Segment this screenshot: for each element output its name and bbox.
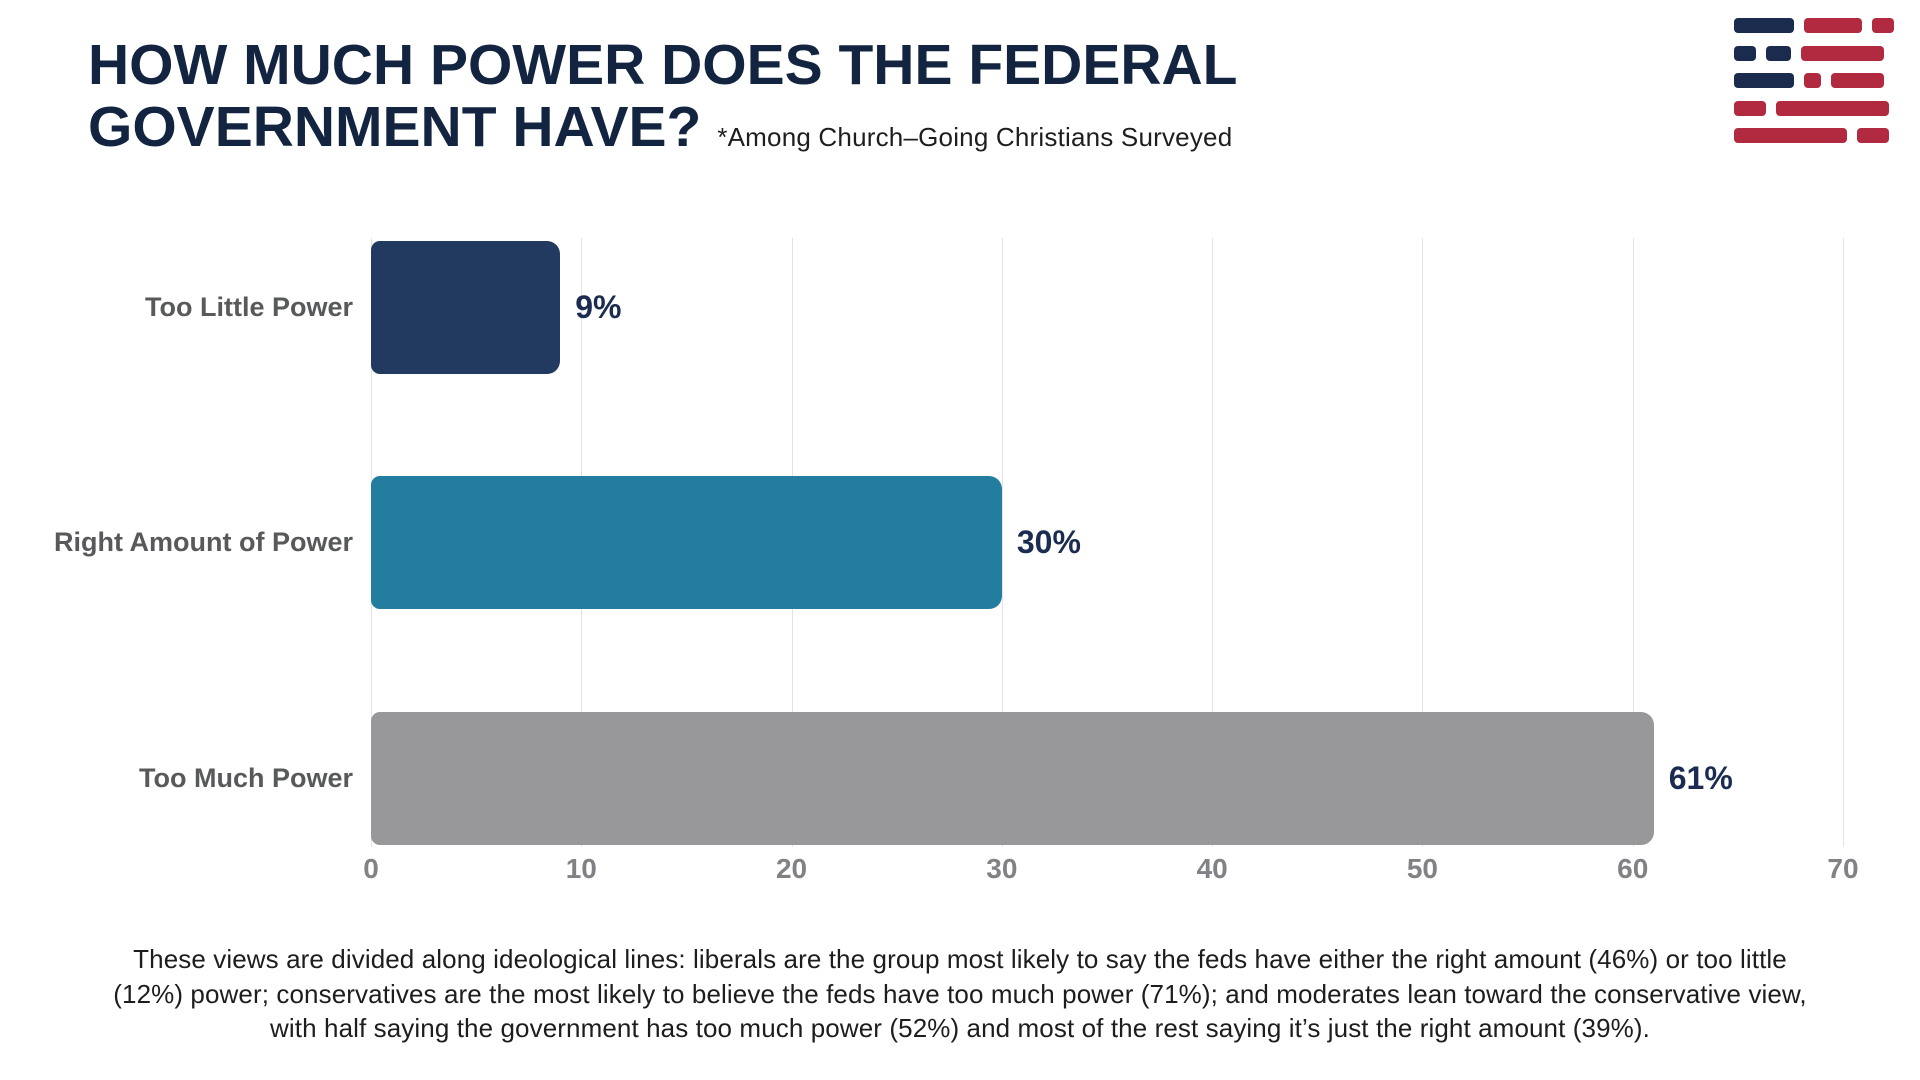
flag-row: [1734, 128, 1894, 143]
x-tick-label: 0: [363, 853, 379, 884]
flag-dash-icon: [1801, 45, 1884, 61]
bar-row: Too Much Power 61%: [139, 712, 1843, 845]
chart-subtitle: *Among Church–Going Christians Surveyed: [717, 122, 1233, 153]
flag-dash-icon: [1766, 45, 1791, 61]
flag-row: [1734, 18, 1894, 33]
flag-row: [1734, 73, 1894, 88]
category-label: Right Amount of Power: [54, 527, 353, 557]
flag-dash-icon: [1734, 100, 1766, 116]
x-tick-label: 40: [1196, 853, 1228, 884]
value-label: 61%: [1668, 760, 1733, 796]
header: HOW MUCH POWER DOES THE FEDERAL GOVERNME…: [88, 34, 1238, 158]
bar: [371, 712, 1654, 845]
footnote-text: These views are divided along ideologica…: [113, 944, 1807, 1044]
flag-dash-icon: [1734, 73, 1794, 88]
flag-row: [1734, 100, 1894, 116]
category-label: Too Much Power: [139, 763, 353, 793]
bar-row: Right Amount of Power 30%: [54, 476, 1843, 609]
flag-dash-icon: [1804, 73, 1821, 88]
x-tick-label: 70: [1827, 853, 1859, 884]
gridline: [1212, 238, 1214, 847]
bar: [371, 476, 1002, 609]
bar-chart-plot-area: Too Little Power 9% Right Amount of Power 3…: [54, 238, 1844, 847]
flag-dash-icon: [1776, 100, 1889, 116]
american-flag-logo-icon: [1734, 18, 1894, 143]
flag-dash-icon: [1857, 128, 1889, 143]
flag-dash-icon: [1831, 73, 1884, 88]
gridline: [1422, 238, 1424, 847]
value-label: 9%: [575, 289, 622, 325]
x-axis: 0 10 20 30 40 50 60 70: [363, 853, 1858, 893]
category-label: Too Little Power: [145, 292, 353, 322]
page-title-line1: HOW MUCH POWER DOES THE FEDERAL: [88, 33, 1238, 97]
gridline: [1632, 238, 1634, 847]
flag-row: [1734, 45, 1894, 61]
flag-dash-icon: [1734, 45, 1756, 61]
value-label: 30%: [1016, 524, 1081, 560]
page-title-line2: GOVERNMENT HAVE?: [88, 95, 702, 160]
bar-row: Too Little Power 9%: [145, 241, 1843, 374]
flag-dash-icon: [1804, 18, 1862, 33]
x-tick-label: 20: [775, 853, 808, 884]
x-tick-label: 30: [986, 853, 1018, 884]
flag-dash-icon: [1734, 128, 1847, 143]
gridline: [1843, 238, 1844, 847]
x-tick-label: 50: [1406, 853, 1438, 884]
flag-dash-icon: [1872, 18, 1894, 33]
page-title-row2: GOVERNMENT HAVE? *Among Church–Going Chr…: [88, 96, 1238, 158]
bar: [371, 241, 561, 374]
x-tick-label: 60: [1617, 853, 1649, 884]
x-tick-label: 10: [565, 853, 597, 884]
gridline: [1001, 238, 1003, 847]
flag-dash-icon: [1734, 18, 1794, 33]
